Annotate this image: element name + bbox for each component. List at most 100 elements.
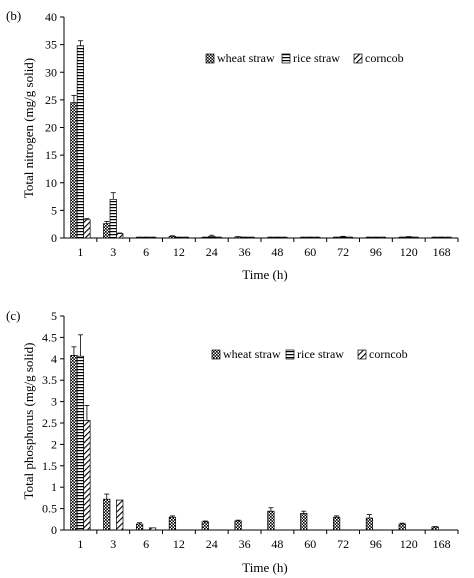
- legend-label: corncob: [369, 347, 408, 361]
- x-tick-label: 168: [433, 537, 451, 551]
- y-tick-label: 25: [45, 93, 57, 107]
- x-tick-label: 1: [77, 245, 83, 259]
- x-tick-label: 72: [337, 245, 349, 259]
- x-tick-label: 1: [77, 537, 83, 551]
- y-tick-label: 2.5: [42, 416, 57, 430]
- y-tick-label: 4.5: [42, 330, 57, 344]
- legend-label: wheat straw: [217, 51, 275, 65]
- x-tick-label: 12: [173, 245, 185, 259]
- y-axis-label: Total phosphorus (mg/g solid): [21, 343, 36, 500]
- x-axis-label: Time (h): [242, 267, 287, 282]
- x-tick-label: 168: [433, 245, 451, 259]
- bar-horizontal-lines: [339, 236, 347, 239]
- legend-swatch-diagonal-lines: [353, 53, 363, 64]
- bar-diagonal-lines: [83, 219, 91, 239]
- y-tick-label: 5: [51, 203, 57, 217]
- bar-dots: [234, 236, 242, 239]
- y-tick-label: 1: [51, 480, 57, 494]
- bar-dots: [398, 523, 406, 531]
- y-tick-label: 4: [51, 352, 57, 366]
- x-tick-label: 36: [239, 537, 251, 551]
- y-tick-label: 35: [45, 38, 57, 52]
- y-tick-label: 0: [51, 523, 57, 537]
- bar-dots: [234, 520, 242, 531]
- panel-label: (c): [6, 308, 20, 323]
- y-tick-label: 40: [45, 10, 57, 24]
- x-tick-label: 60: [304, 245, 316, 259]
- legend: wheat straw rice straw corncob: [205, 51, 404, 65]
- legend-swatch-dots: [205, 53, 215, 64]
- y-tick-label: 3.5: [42, 373, 57, 387]
- bar-horizontal-lines: [109, 198, 117, 239]
- bar-horizontal-lines: [405, 236, 413, 239]
- x-tick-label: 120: [400, 537, 418, 551]
- bars: [70, 45, 452, 239]
- legend: wheat straw rice straw corncob: [211, 347, 408, 361]
- bars: [70, 355, 439, 531]
- y-tick-label: 15: [45, 148, 57, 162]
- legend-label: rice straw: [297, 347, 344, 361]
- y-tick-label: 0: [51, 231, 57, 245]
- bar-diagonal-lines: [148, 527, 157, 531]
- x-tick-label: 48: [271, 245, 283, 259]
- bar-dots: [103, 223, 111, 239]
- x-tick-label: 6: [143, 245, 149, 259]
- y-tick-label: 20: [45, 121, 57, 135]
- x-tick-label: 60: [304, 537, 316, 551]
- bar-diagonal-lines: [83, 420, 91, 531]
- bar-dots: [332, 516, 341, 531]
- y-tick-label: 0.5: [42, 502, 57, 516]
- bar-diagonal-lines: [116, 233, 124, 239]
- x-tick-label: 3: [110, 537, 116, 551]
- bar-dots: [168, 235, 177, 239]
- x-tick-label: 36: [239, 245, 251, 259]
- legend-label: corncob: [365, 51, 404, 65]
- axes: 00.511.522.533.544.551 3 6 12 24 36 48 60 72 96 12…: [42, 309, 459, 551]
- x-tick-label: 6: [143, 537, 149, 551]
- bar-dots: [365, 517, 374, 531]
- bar-dots: [135, 523, 144, 531]
- x-tick-label: 48: [271, 537, 283, 551]
- bar-dots: [201, 521, 209, 531]
- x-axis-label: Time (h): [242, 560, 287, 575]
- y-tick-label: 2: [51, 437, 57, 451]
- x-tick-label: 24: [206, 245, 218, 259]
- legend-swatch-horizontal-lines: [281, 53, 291, 64]
- y-axis-label: Total nitrogen (mg/g solid): [21, 58, 36, 198]
- legend-label: wheat straw: [223, 347, 281, 361]
- x-tick-label: 96: [370, 245, 382, 259]
- x-tick-label: 3: [110, 245, 116, 259]
- chart-panel-phosphorus: (c) 00.511.522.533.544.551 3 6 12 24 36 48 60 72…: [6, 308, 459, 575]
- bar-horizontal-lines: [208, 235, 216, 239]
- bar-dots: [70, 355, 78, 531]
- bar-dots: [168, 516, 177, 531]
- y-tick-label: 1.5: [42, 459, 57, 473]
- x-tick-label: 12: [173, 537, 185, 551]
- bar-dots: [103, 498, 111, 531]
- bar-horizontal-lines: [76, 355, 85, 531]
- legend-label: rice straw: [293, 51, 340, 65]
- legend-swatch-dots: [211, 349, 221, 360]
- legend-swatch-horizontal-lines: [285, 349, 295, 360]
- y-tick-label: 30: [45, 65, 57, 79]
- bar-diagonal-lines: [116, 499, 124, 531]
- bar-dots: [267, 510, 275, 531]
- legend-swatch-diagonal-lines: [357, 349, 367, 360]
- y-tick-label: 3: [51, 395, 57, 409]
- error-bars: [71, 334, 438, 528]
- x-tick-label: 120: [400, 245, 418, 259]
- bar-dots: [70, 102, 78, 239]
- bar-horizontal-lines: [76, 45, 85, 239]
- bar-dots: [431, 526, 439, 531]
- x-tick-label: 24: [206, 537, 218, 551]
- x-tick-label: 96: [370, 537, 382, 551]
- panel-label: (b): [6, 8, 21, 23]
- y-tick-label: 10: [45, 176, 57, 190]
- error-bars: [71, 40, 451, 238]
- x-tick-label: 72: [337, 537, 349, 551]
- bar-dots: [300, 512, 308, 531]
- y-tick-label: 5: [51, 309, 57, 323]
